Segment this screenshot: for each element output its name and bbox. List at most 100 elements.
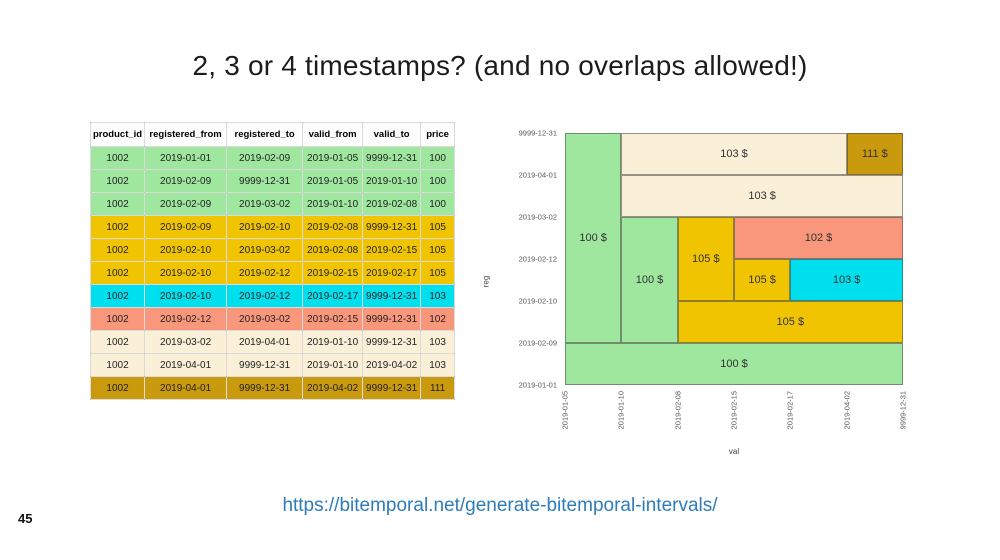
y-tick-label: 2019-01-01	[518, 380, 557, 390]
interval-rect: 105 $	[734, 259, 791, 301]
table-row: 1002 2019-02-10 2019-02-12 2019-02-15 2019-0…	[89, 261, 456, 285]
rect-price-label: 111 $	[861, 148, 888, 160]
column-header: product_id	[89, 122, 146, 147]
interval-rect: 100 $	[621, 217, 678, 343]
interval-rect: 100 $	[565, 343, 903, 385]
bitemporal-chart: reg 2019-01-01 2019-02-09 2019-02-10 2019-0…	[480, 125, 940, 470]
y-tick-label: 9999-12-31	[518, 128, 557, 138]
table-cell: 1002	[89, 330, 146, 354]
table-cell: 2019-01-05	[302, 146, 364, 170]
x-tick-label: 2019-04-02	[842, 391, 852, 430]
table-cell: 2019-02-08	[302, 215, 364, 239]
rect-price-label: 100 $	[579, 232, 607, 244]
table-cell: 1002	[89, 169, 146, 193]
rect-price-label: 100 $	[635, 274, 664, 286]
table-row: 1002 2019-02-12 2019-03-02 2019-02-15 9999-1…	[89, 307, 456, 331]
x-axis-ticks: 2019-01-05 2019-01-10 2019-02-08 2019-02-15…	[561, 389, 908, 443]
table-cell: 105	[420, 238, 456, 262]
table-cell: 1002	[89, 215, 146, 239]
table-cell: 1002	[89, 376, 146, 400]
rect-price-label: 102 $	[804, 232, 833, 244]
table-cell: 1002	[89, 192, 146, 216]
table-row: 1002 2019-04-01 9999-12-31 2019-01-10 2019-0…	[89, 353, 456, 377]
rect-price-label: 103 $	[748, 190, 776, 202]
x-tick-label: 2019-01-10	[616, 391, 626, 430]
table-cell: 105	[420, 261, 456, 285]
table-cell: 2019-02-12	[226, 261, 304, 285]
table-header-row: product_id registered_from registered_to va…	[89, 122, 456, 147]
column-header: registered_to	[226, 122, 304, 147]
table-cell: 2019-02-15	[302, 307, 364, 331]
y-tick-label: 2019-02-10	[518, 296, 557, 306]
x-tick-label: 9999-12-31	[898, 391, 908, 430]
table-row: 1002 2019-02-09 2019-02-10 2019-02-08 9999-1…	[89, 215, 456, 239]
table-cell: 1002	[89, 284, 146, 308]
table-row: 1002 2019-02-10 2019-02-12 2019-02-17 9999-1…	[89, 284, 456, 308]
table-cell: 103	[420, 284, 456, 308]
table-cell: 2019-03-02	[226, 307, 304, 331]
table-cell: 2019-02-09	[144, 169, 228, 193]
table-cell: 102	[420, 307, 456, 331]
table-cell: 100	[420, 192, 456, 216]
table-cell: 2019-02-09	[226, 146, 304, 170]
table-cell: 2019-02-08	[302, 238, 364, 262]
interval-rect: 105 $	[677, 301, 903, 343]
table-cell: 2019-02-10	[144, 238, 228, 262]
table-cell: 2019-04-02	[362, 353, 422, 377]
table-row: 1002 2019-02-09 9999-12-31 2019-01-05 2019-0…	[89, 169, 456, 193]
table-row: 1002 2019-02-10 2019-03-02 2019-02-08 2019-0…	[89, 238, 456, 262]
table-cell: 105	[420, 215, 456, 239]
table-row: 1002 2019-02-09 2019-03-02 2019-01-10 2019-0…	[89, 192, 456, 216]
table-cell: 2019-04-02	[302, 376, 364, 400]
table-cell: 2019-03-02	[226, 238, 304, 262]
table-cell: 2019-03-02	[226, 192, 304, 216]
y-axis-ticks: 2019-01-01 2019-02-09 2019-02-10 2019-02-12…	[480, 129, 557, 390]
table-cell: 9999-12-31	[226, 376, 304, 400]
table-cell: 1002	[89, 307, 146, 331]
rect-price-label: 100 $	[720, 358, 748, 370]
x-tick-label: 2019-01-05	[560, 391, 570, 430]
table-cell: 2019-01-10	[362, 169, 422, 193]
table-cell: 9999-12-31	[362, 215, 422, 239]
table-cell: 2019-02-10	[226, 215, 304, 239]
table-cell: 9999-12-31	[362, 307, 422, 331]
table-cell: 100	[420, 169, 456, 193]
interval-rect: 103 $	[621, 133, 847, 175]
table-cell: 111	[420, 376, 456, 400]
table-cell: 2019-02-09	[144, 215, 228, 239]
column-header: price	[420, 122, 456, 147]
table-cell: 9999-12-31	[362, 330, 422, 354]
x-tick-label: 2019-02-15	[729, 391, 739, 430]
y-tick-label: 2019-03-02	[518, 212, 557, 222]
interval-rect: 103 $	[790, 259, 903, 301]
table-cell: 2019-02-15	[302, 261, 364, 285]
table-cell: 103	[420, 353, 456, 377]
table-cell: 9999-12-31	[362, 146, 422, 170]
table-cell: 1002	[89, 238, 146, 262]
rect-price-label: 105 $	[692, 253, 720, 265]
table-cell: 2019-04-01	[144, 376, 228, 400]
table-cell: 2019-02-15	[362, 238, 422, 262]
table-cell: 2019-02-09	[144, 192, 228, 216]
table-cell: 9999-12-31	[362, 376, 422, 400]
x-tick-label: 2019-02-17	[785, 391, 795, 430]
table-cell: 2019-01-10	[302, 353, 364, 377]
footer-link[interactable]: https://bitemporal.net/generate-bitempor…	[282, 495, 718, 516]
chart-plot-area: 100 $ 100 $ 100 $ 105 $ 105 $ 105 $ 103 $ 102 $…	[565, 133, 903, 385]
table-cell: 103	[420, 330, 456, 354]
y-tick-label: 2019-04-01	[518, 170, 557, 180]
table-cell: 1002	[89, 353, 146, 377]
y-tick-label: 2019-02-12	[518, 254, 557, 264]
table-cell: 2019-04-01	[144, 353, 228, 377]
rect-price-label: 103 $	[832, 274, 861, 286]
table-cell: 9999-12-31	[362, 284, 422, 308]
table-cell: 2019-02-08	[362, 192, 422, 216]
interval-rect: 111 $	[846, 133, 903, 175]
interval-rect: 102 $	[734, 217, 903, 259]
table-cell: 2019-02-17	[362, 261, 422, 285]
column-header: valid_to	[362, 122, 422, 147]
y-tick-label: 2019-02-09	[518, 338, 557, 348]
table-cell: 2019-02-10	[144, 261, 228, 285]
bitemporal-table: product_id registered_from registered_to va…	[89, 122, 456, 400]
